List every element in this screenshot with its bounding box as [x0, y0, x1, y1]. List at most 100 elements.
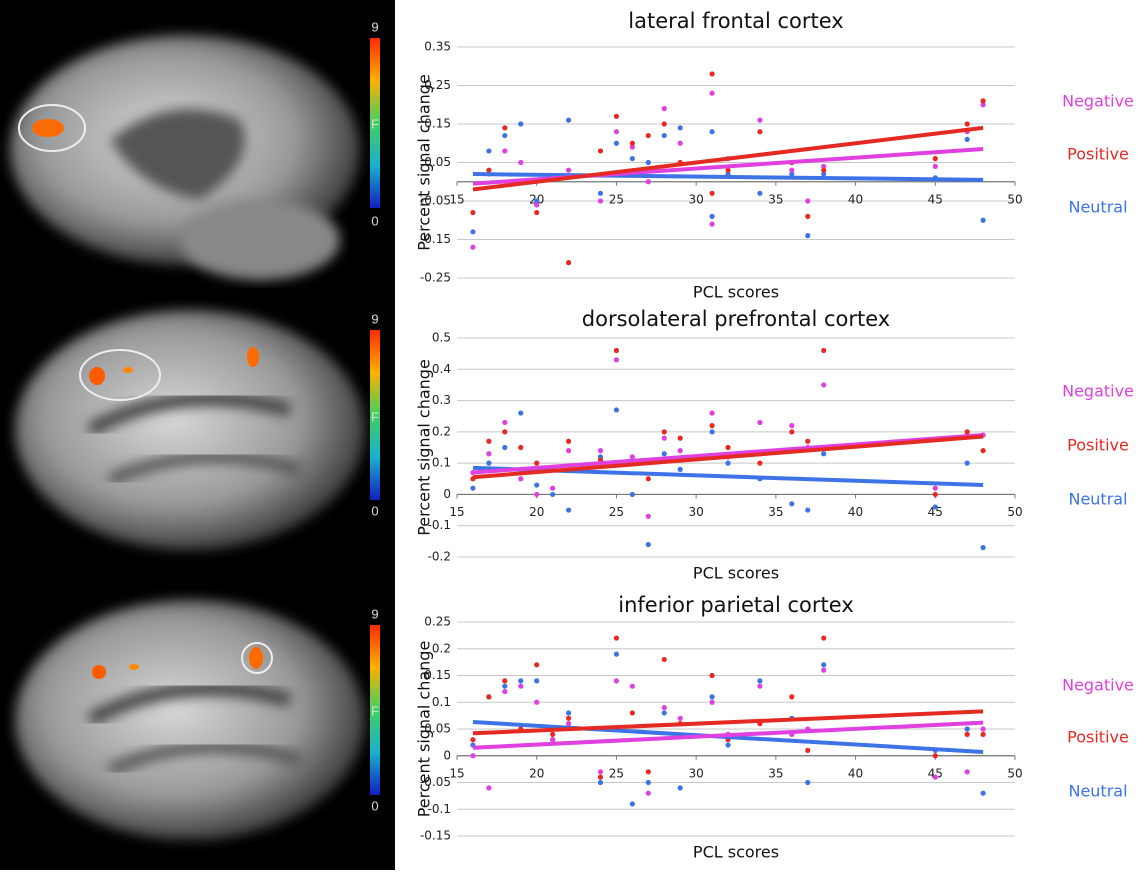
data-point [502, 678, 507, 683]
y-tick-label: 0.3 [432, 393, 451, 407]
data-point [709, 222, 714, 227]
x-tick-label: 15 [449, 766, 464, 780]
data-point [709, 91, 714, 96]
legend-label: Neutral [1068, 782, 1127, 801]
data-point [486, 148, 491, 153]
x-tick-label: 20 [529, 766, 544, 780]
data-point [805, 780, 810, 785]
data-point [981, 726, 986, 731]
data-point [646, 514, 651, 519]
x-tick-label: 20 [529, 505, 544, 519]
data-point [598, 448, 603, 453]
x-tick-label: 50 [1007, 192, 1022, 206]
data-point [709, 214, 714, 219]
data-point [709, 71, 714, 76]
data-point [614, 635, 619, 640]
data-point [789, 694, 794, 699]
data-point [486, 785, 491, 790]
data-point [965, 769, 970, 774]
data-point [646, 476, 651, 481]
data-point [725, 742, 730, 747]
data-point [981, 791, 986, 796]
data-point [981, 732, 986, 737]
data-point [805, 214, 810, 219]
data-point [662, 106, 667, 111]
data-point [757, 118, 762, 123]
colorbar-label: F [371, 116, 379, 131]
data-point [614, 114, 619, 119]
data-point [662, 705, 667, 710]
data-point [630, 684, 635, 689]
y-axis-title: Percent signal change [415, 74, 434, 251]
data-point [709, 129, 714, 134]
data-point [789, 429, 794, 434]
data-point [805, 507, 810, 512]
x-tick-label: 30 [689, 505, 704, 519]
data-point [518, 476, 523, 481]
data-point [470, 737, 475, 742]
chart-title: lateral frontal cortex [628, 9, 843, 33]
data-point [821, 451, 826, 456]
data-point [709, 700, 714, 705]
colorbar-label: F [371, 703, 379, 718]
data-point [566, 448, 571, 453]
data-point [662, 710, 667, 715]
data-point [486, 168, 491, 173]
data-point [630, 801, 635, 806]
data-point [502, 689, 507, 694]
data-point [534, 700, 539, 705]
data-point [965, 461, 970, 466]
x-tick-label: 50 [1007, 766, 1022, 780]
colorbar-min: 0 [371, 503, 378, 518]
x-tick-label: 15 [449, 192, 464, 206]
data-point [965, 121, 970, 126]
data-point [566, 721, 571, 726]
y-tick-label: 0.25 [424, 615, 451, 629]
data-point [678, 448, 683, 453]
data-point [646, 160, 651, 165]
data-point [678, 785, 683, 790]
data-point [821, 348, 826, 353]
data-point [789, 168, 794, 173]
data-point [630, 156, 635, 161]
data-point [789, 501, 794, 506]
data-point [534, 492, 539, 497]
data-point [502, 125, 507, 130]
data-point [805, 198, 810, 203]
data-point [678, 141, 683, 146]
data-point [933, 504, 938, 509]
y-tick-label: 0.1 [432, 695, 451, 709]
data-point [933, 775, 938, 780]
data-point [534, 202, 539, 207]
data-point [614, 407, 619, 412]
data-point [821, 662, 826, 667]
data-point [709, 673, 714, 678]
colorbar-max: 9 [371, 606, 378, 621]
data-point [534, 210, 539, 215]
data-point [566, 507, 571, 512]
data-point [598, 775, 603, 780]
data-point [678, 716, 683, 721]
x-axis-title: PCL scores [693, 564, 779, 583]
data-point [981, 98, 986, 103]
data-point [933, 156, 938, 161]
data-point [502, 133, 507, 138]
data-point [518, 445, 523, 450]
y-tick-label: 0.2 [432, 641, 451, 655]
data-point [534, 678, 539, 683]
legend-label: Positive [1067, 728, 1129, 747]
data-point [630, 710, 635, 715]
data-point [598, 148, 603, 153]
data-point [725, 445, 730, 450]
data-point [566, 118, 571, 123]
data-point [933, 164, 938, 169]
data-point [518, 684, 523, 689]
x-tick-label: 40 [848, 192, 863, 206]
data-point [709, 191, 714, 196]
x-tick-label: 40 [848, 766, 863, 780]
data-point [534, 662, 539, 667]
data-point [470, 245, 475, 250]
data-point [598, 198, 603, 203]
data-point [965, 732, 970, 737]
data-point [566, 439, 571, 444]
